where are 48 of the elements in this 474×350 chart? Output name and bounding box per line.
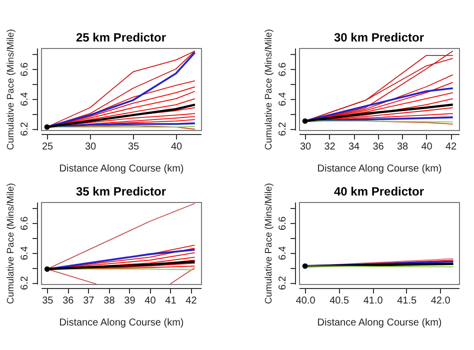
x-axis-title: Distance Along Course (km) xyxy=(317,318,442,328)
x-tick-label: 40 xyxy=(144,296,156,306)
y-tick-label: 6.4 xyxy=(278,246,288,260)
y-tick-label: 6.2 xyxy=(20,276,30,290)
x-tick-label: 34 xyxy=(348,142,360,152)
y-tick-label: 6.6 xyxy=(278,62,288,76)
y-axis-title: Cumulative Pace (Mins/Mile) xyxy=(264,29,274,150)
x-tick-label: 38 xyxy=(396,142,409,152)
x-axis-title: Distance Along Course (km) xyxy=(317,164,442,174)
x-tick-label: 32 xyxy=(324,142,336,152)
x-tick-label: 37 xyxy=(83,296,95,306)
x-tick-label: 25 xyxy=(42,142,54,152)
x-tick-label: 30 xyxy=(84,142,97,152)
y-axis-title: Cumulative Pace (Mins/Mile) xyxy=(6,183,16,304)
x-tick-label: 41 xyxy=(165,296,177,306)
x-tick-label: 40 xyxy=(421,142,433,152)
x-axis-title: Distance Along Course (km) xyxy=(59,318,184,328)
chart-title: 40 km Predictor xyxy=(334,184,424,199)
x-tick-label: 40 xyxy=(170,142,183,152)
x-tick-label: 30 xyxy=(300,142,312,152)
x-tick-label: 38 xyxy=(104,296,116,306)
x-tick-label: 39 xyxy=(124,296,136,306)
x-tick-label: 35 xyxy=(128,142,140,152)
y-tick-label: 6.6 xyxy=(20,62,30,76)
y-tick-label: 6.2 xyxy=(20,122,30,136)
x-tick-label: 40.5 xyxy=(330,296,350,306)
x-tick-label: 42.0 xyxy=(430,296,451,306)
y-tick-label: 6.2 xyxy=(278,122,288,136)
x-tick-label: 41.5 xyxy=(397,296,418,306)
y-tick-label: 6.2 xyxy=(278,276,288,290)
y-tick-label: 6.4 xyxy=(20,246,30,260)
x-axis-title: Distance Along Course (km) xyxy=(59,164,184,174)
y-tick-label: 6.6 xyxy=(278,216,288,230)
x-tick-label: 41.0 xyxy=(363,296,384,306)
chart-title: 30 km Predictor xyxy=(334,30,424,45)
x-tick-label: 35 xyxy=(42,296,54,306)
x-tick-label: 40.0 xyxy=(296,296,316,306)
x-tick-label: 42 xyxy=(445,142,458,152)
x-tick-label: 36 xyxy=(62,296,74,306)
y-tick-label: 6.4 xyxy=(278,92,288,106)
y-tick-label: 6.4 xyxy=(20,92,30,106)
y-axis-title: Cumulative Pace (Mins/Mile) xyxy=(6,29,16,150)
chart-title: 35 km Predictor xyxy=(76,184,166,199)
chart-title: 25 km Predictor xyxy=(76,30,166,45)
x-tick-label: 42 xyxy=(186,296,198,306)
y-tick-label: 6.6 xyxy=(20,216,30,230)
x-tick-label: 36 xyxy=(372,142,384,152)
y-axis-title: Cumulative Pace (Mins/Mile) xyxy=(264,183,274,304)
